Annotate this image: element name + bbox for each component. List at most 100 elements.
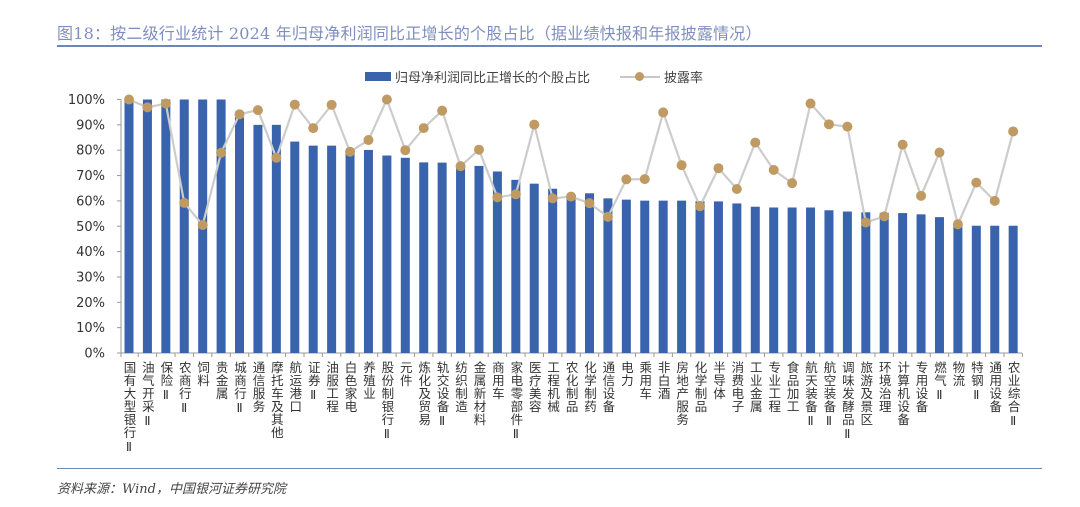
bar: [271, 124, 281, 353]
bar: [861, 212, 871, 353]
bar: [806, 207, 816, 353]
disclosure-rate-point: [326, 99, 337, 110]
disclosure-rate-point: [455, 161, 466, 172]
disclosure-rate-point: [308, 123, 319, 134]
disclosure-rate-point: [639, 174, 650, 185]
disclosure-rate-point: [823, 119, 834, 130]
x-tick-label: 证券Ⅱ: [305, 361, 321, 403]
disclosure-rate-point: [418, 123, 429, 134]
disclosure-rate-point: [787, 178, 798, 189]
bar: [216, 99, 226, 353]
legend-bar-label: 归母净利润同比正增长的个股占比: [395, 71, 591, 86]
x-tick-label: 农商行Ⅱ: [176, 361, 192, 416]
disclosure-rate-point: [437, 105, 448, 116]
x-tick-label: 城商行Ⅱ: [232, 361, 248, 416]
disclosure-rate-point: [621, 174, 632, 185]
disclosure-rate-point: [934, 147, 945, 158]
x-tick-label: 专业工程: [766, 361, 782, 413]
bar: [327, 145, 337, 353]
bar: [824, 210, 834, 353]
disclosure-rate-point: [289, 99, 300, 110]
x-tick-label: 食品加工: [784, 361, 800, 413]
disclosure-rate-point: [989, 195, 1000, 206]
x-tick-label: 炼化及贸易: [416, 361, 432, 426]
disclosure-rate-point: [179, 197, 190, 208]
x-tick-label: 航运港口: [287, 361, 303, 413]
disclosure-rate-point: [216, 147, 227, 158]
x-tick-label: 航天装备Ⅱ: [803, 361, 819, 429]
disclosure-rate-point: [584, 198, 595, 209]
x-tick-label: 物流: [950, 361, 966, 387]
bar: [474, 165, 484, 353]
chart-legend: 归母净利润同比正增长的个股占比 披露率: [365, 67, 703, 86]
disclosure-rate-point: [529, 119, 540, 130]
bar: [585, 193, 594, 353]
disclosure-rate-point: [805, 98, 816, 109]
y-tick-label: 10%: [76, 321, 105, 336]
disclosure-rate-point: [473, 144, 484, 155]
bar: [732, 203, 742, 353]
disclosure-rate-point: [400, 145, 411, 156]
legend-bar-swatch: [365, 72, 391, 81]
bar: [511, 179, 521, 353]
x-tick-label: 轨交设备Ⅱ: [434, 361, 450, 429]
x-tick-label: 油气开采Ⅱ: [139, 361, 155, 429]
bar: [621, 199, 631, 353]
x-tick-label: 工业金属: [747, 361, 763, 413]
y-tick-label: 70%: [76, 169, 105, 184]
x-tick-label: 摩托车及其他: [268, 361, 284, 439]
x-tick-label: 通用设备: [987, 361, 1003, 413]
x-tick-label: 饲料: [195, 361, 211, 387]
source-divider: [57, 468, 1042, 469]
x-tick-label: 国有大型银行Ⅱ: [121, 361, 137, 455]
x-tick-label: 油服工程: [324, 361, 340, 413]
bar: [916, 214, 926, 353]
x-tick-label: 化学制品: [692, 361, 708, 413]
disclosure-rate-point: [916, 190, 927, 201]
disclosure-rate-point: [252, 105, 263, 116]
figure-title: 图18：按二级行业统计 2024 年归母净利润同比正增长的个股占比（据业绩快报和…: [57, 24, 762, 43]
bar: [142, 99, 152, 353]
x-tick-label: 非白酒: [655, 361, 671, 400]
disclosure-rate-point: [160, 98, 171, 109]
disclosure-rate-point: [658, 107, 669, 118]
x-tick-label: 消费电子: [729, 361, 745, 413]
bar: [750, 206, 760, 353]
disclosure-rate-point: [547, 193, 558, 204]
disclosure-rate-point: [602, 211, 613, 222]
y-tick-label: 50%: [76, 220, 105, 235]
disclosure-rate-point: [510, 189, 521, 200]
disclosure-rate-point: [1008, 126, 1019, 137]
disclosure-rate-point: [842, 121, 853, 132]
bar: [1008, 225, 1018, 353]
bar: [161, 99, 171, 353]
x-tick-label: 计算机设备: [895, 361, 911, 426]
source-note: 资料来源：Wind，中国银河证券研究院: [57, 482, 286, 497]
bar: [179, 99, 189, 353]
disclosure-rate-point: [731, 183, 742, 194]
x-tick-label: 金属新材料: [471, 361, 487, 426]
x-tick-label: 电力: [618, 361, 634, 387]
x-tick-label: 纺织制造: [453, 361, 469, 413]
disclosure-rate-point: [363, 135, 374, 146]
y-tick-label: 90%: [76, 118, 105, 133]
x-tick-label: 贵金属: [213, 361, 229, 400]
x-tick-label: 乘用车: [637, 361, 653, 400]
x-tick-label: 燃气Ⅱ: [931, 361, 947, 403]
bar: [658, 200, 668, 353]
disclosure-rate-point: [695, 201, 706, 212]
bar: [345, 151, 355, 353]
bar: [529, 183, 539, 353]
x-tick-label: 养殖业: [360, 361, 376, 400]
x-tick-label: 特钢Ⅱ: [968, 361, 984, 403]
bar: [253, 124, 263, 353]
bar: [971, 225, 981, 353]
bar: [437, 162, 447, 353]
bar: [456, 165, 466, 353]
disclosure-rate-point: [971, 177, 982, 188]
x-tick-label: 家电零部件Ⅱ: [508, 361, 524, 442]
bar: [363, 149, 373, 353]
disclosure-rate-point: [345, 146, 356, 157]
bar: [898, 213, 908, 353]
